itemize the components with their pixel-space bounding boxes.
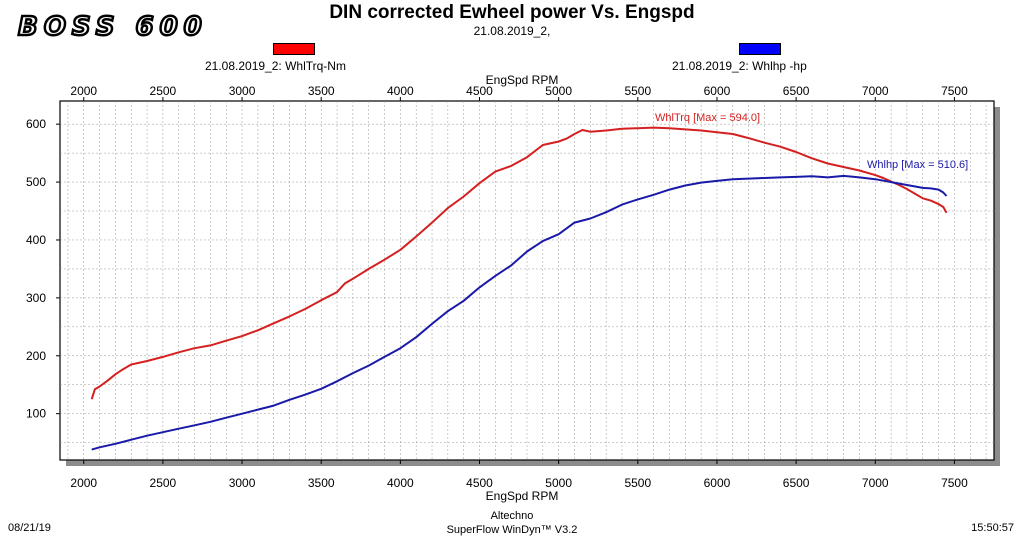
power-legend-label: 21.08.2019_2: Whlhp -hp (672, 59, 807, 73)
torque-max-annotation: WhlTrq [Max = 594.0] (655, 112, 760, 124)
x-tick-label-top: 5000 (545, 84, 572, 98)
footer-software: SuperFlow WinDyn™ V3.2 (446, 524, 578, 536)
footer-time: 15:50:57 (971, 522, 1014, 534)
y-tick-label: 100 (26, 407, 46, 421)
y-tick-label: 600 (26, 117, 46, 131)
x-tick-label-bottom: 3500 (308, 476, 335, 490)
x-tick-label-top: 2000 (70, 84, 97, 98)
power-max-annotation: Whlhp [Max = 510.6] (867, 159, 968, 171)
x-tick-label-top: 6000 (704, 84, 731, 98)
footer-date: 08/21/19 (8, 522, 51, 534)
x-tick-label-top: 3500 (308, 84, 335, 98)
torque-legend-swatch (273, 43, 315, 55)
y-tick-label: 300 (26, 291, 46, 305)
y-tick-label: 200 (26, 349, 46, 363)
torque-legend-label: 21.08.2019_2: WhlTrq-Nm (205, 59, 346, 73)
x-tick-label-bottom: 6000 (704, 476, 731, 490)
x-axis-label-top: EngSpd RPM (486, 73, 559, 87)
x-tick-label-bottom: 4000 (387, 476, 414, 490)
power-legend-swatch (739, 43, 781, 55)
x-tick-label-top: 4000 (387, 84, 414, 98)
boss-600-logo: BOSS 600 (17, 12, 208, 42)
y-tick-label: 400 (26, 233, 46, 247)
x-tick-label-bottom: 7000 (862, 476, 889, 490)
x-tick-label-top: 5500 (624, 84, 651, 98)
x-tick-label-bottom: 4500 (466, 476, 493, 490)
x-tick-label-top: 7000 (862, 84, 889, 98)
x-axis-label-bottom: EngSpd RPM (486, 489, 559, 503)
power-series-line (91, 174, 948, 451)
x-tick-label-top: 4500 (466, 84, 493, 98)
x-tick-label-bottom: 3000 (229, 476, 256, 490)
x-tick-label-top: 2500 (150, 84, 177, 98)
chart-title: DIN corrected Ewheel power Vs. Engspd (329, 2, 695, 23)
chart-subtitle: 21.08.2019_2, (473, 24, 551, 38)
plot-area (59, 100, 995, 461)
x-tick-label-top: 3000 (229, 84, 256, 98)
x-tick-label-bottom: 2000 (70, 476, 97, 490)
x-tick-label-top: 6500 (783, 84, 810, 98)
x-tick-label-bottom: 5500 (624, 476, 651, 490)
torque-series-line (90, 126, 948, 400)
x-tick-label-bottom: 7500 (941, 476, 968, 490)
y-tick-label: 500 (26, 175, 46, 189)
x-tick-label-bottom: 2500 (150, 476, 177, 490)
x-tick-label-top: 7500 (941, 84, 968, 98)
footer-company: Altechno (490, 510, 534, 522)
x-tick-label-bottom: 6500 (783, 476, 810, 490)
x-tick-label-bottom: 5000 (545, 476, 572, 490)
